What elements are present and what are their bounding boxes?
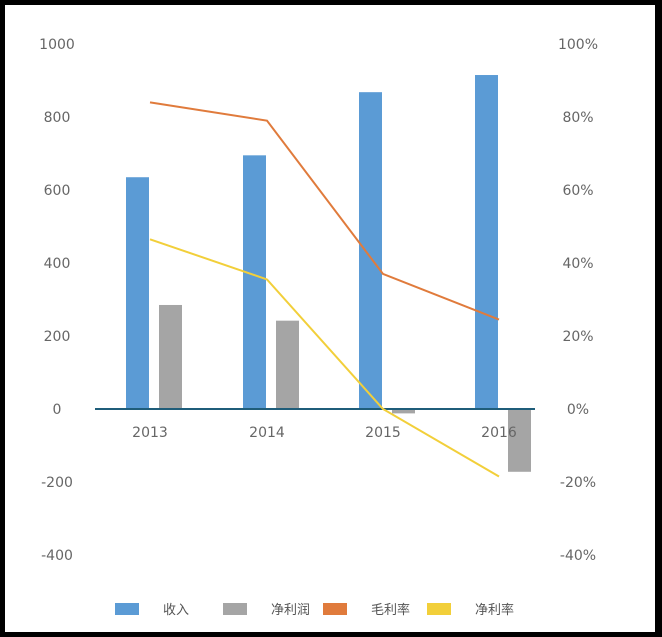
x-tick-label: 2016 [481, 425, 517, 441]
x-tick-label: 2013 [132, 425, 168, 441]
y-right-tick-label: 100% [558, 37, 598, 53]
x-tick-label: 2015 [365, 425, 401, 441]
revenue-bar [475, 75, 498, 410]
y-right-tick-label: 20% [562, 329, 593, 345]
legend-label: 净利率 [475, 602, 514, 618]
y-left-tick-label: 1000 [39, 37, 75, 53]
y-left-tick-label: 400 [44, 256, 71, 272]
net-profit-bar [276, 320, 299, 409]
net-profit-bar [159, 304, 182, 409]
y-right-tick-label: 80% [562, 110, 593, 126]
y-left-tick-label: 0 [53, 402, 62, 418]
revenue-bar [359, 92, 382, 410]
y-right-tick-label: -40% [560, 548, 596, 564]
legend-label: 净利润 [271, 603, 310, 618]
y-right-tick-label: 60% [562, 183, 593, 199]
net-margin-line [149, 238, 500, 478]
y-left-tick-label: 200 [44, 329, 71, 345]
x-tick-label: 2014 [249, 425, 285, 441]
y-left-tick-label: 800 [44, 110, 71, 126]
y-right-tick-label: 40% [562, 256, 593, 272]
y-right-tick-label: 0% [567, 402, 589, 418]
legend-swatch [427, 603, 451, 615]
y-left-tick-label: 600 [44, 183, 71, 199]
gross-margin-line [149, 101, 500, 321]
legend-label: 收入 [163, 603, 189, 618]
revenue-bar [243, 155, 266, 409]
net-profit-bar [508, 409, 531, 472]
legend-swatch [223, 603, 247, 615]
y-left-tick-label: -400 [41, 548, 73, 564]
revenue-bar [126, 177, 149, 409]
net-profit-bar [392, 409, 415, 414]
y-left-tick-label: -200 [41, 475, 73, 491]
combo-chart: -400 -200 0 200 400 600 800 1000 -40% -20% 0% 20% 40… [39, 37, 598, 618]
legend-label: 毛利率 [371, 602, 410, 618]
legend-swatch [323, 603, 347, 615]
chart-frame: -400 -200 0 200 400 600 800 1000 -40% -20% 0% 20% 40… [5, 5, 655, 632]
y-right-tick-label: -20% [560, 475, 596, 491]
legend-swatch [115, 603, 139, 615]
